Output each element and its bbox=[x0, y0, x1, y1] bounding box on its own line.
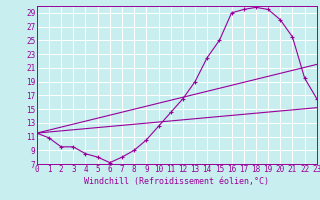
X-axis label: Windchill (Refroidissement éolien,°C): Windchill (Refroidissement éolien,°C) bbox=[84, 177, 269, 186]
